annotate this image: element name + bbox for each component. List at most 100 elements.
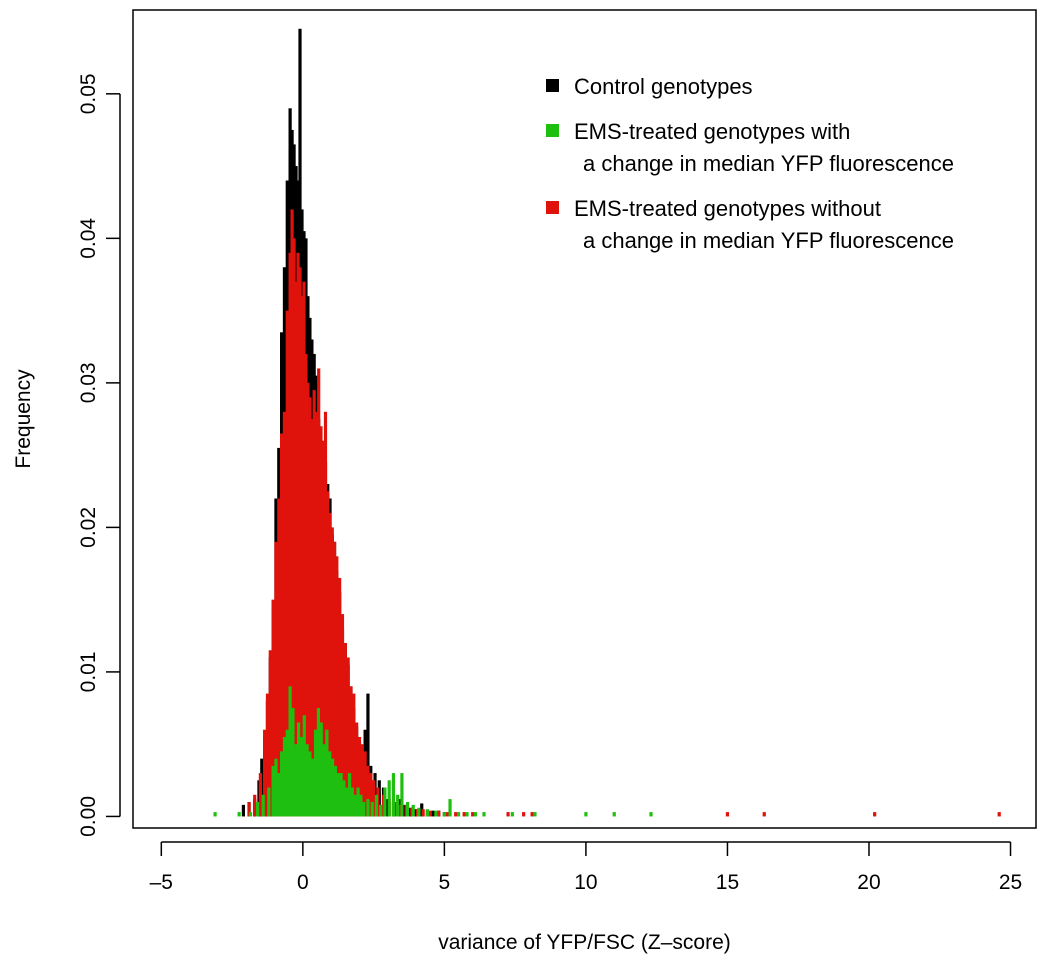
legend-label: EMS-treated genotypes with a change in me… <box>574 119 954 176</box>
histogram-bar <box>297 722 301 817</box>
histogram-bar <box>241 804 245 817</box>
histogram-bar <box>306 382 310 817</box>
histogram-bar <box>213 812 217 817</box>
histogram-bar <box>323 411 328 817</box>
histogram-bar <box>338 577 342 817</box>
histogram-bar <box>288 686 292 817</box>
legend-swatch <box>546 201 559 214</box>
histogram-bar <box>997 812 1001 817</box>
histogram-bar <box>462 812 466 817</box>
histogram-bar <box>434 810 438 817</box>
histogram-bar <box>328 512 332 817</box>
series-1 <box>247 209 1001 817</box>
histogram-bar <box>332 541 337 817</box>
histogram-bar <box>522 812 526 817</box>
y-axis-title: Frequency <box>12 369 35 469</box>
histogram-bar <box>263 729 267 817</box>
histogram-bar <box>298 267 302 817</box>
histogram-bar <box>445 812 449 817</box>
legend-entry-2: EMS-treated genotypes without a change in… <box>546 196 954 253</box>
histogram-bar <box>347 773 352 817</box>
histogram-bar <box>425 809 429 817</box>
histogram-bar <box>369 773 373 817</box>
histogram-bar <box>265 693 270 817</box>
histogram-bar <box>308 751 312 817</box>
x-tick-label: 5 <box>439 871 451 894</box>
histogram-bar <box>356 787 360 817</box>
histogram-bar <box>274 758 278 817</box>
x-tick-label: –5 <box>150 871 173 894</box>
histogram-bar <box>311 758 315 817</box>
histogram-bar <box>274 541 278 817</box>
x-tick-label: 0 <box>297 871 309 894</box>
histogram-bar <box>456 812 461 817</box>
histogram-bar <box>271 599 275 817</box>
histogram-bar <box>437 810 441 817</box>
legend-swatch <box>546 124 559 137</box>
histogram-bar <box>428 810 432 817</box>
histogram-bar <box>294 281 298 817</box>
histogram-bar <box>292 238 296 817</box>
y-tick-label: 0.04 <box>77 218 100 259</box>
series-2 <box>213 686 653 817</box>
histogram-bar <box>271 765 275 817</box>
legend-entry-0: Control genotypes <box>546 74 753 99</box>
x-tick-label: 15 <box>716 871 739 894</box>
histogram-bar <box>366 799 370 817</box>
histogram-bar <box>294 744 298 817</box>
legend-swatch <box>546 79 559 92</box>
histogram-bar <box>355 722 359 817</box>
histogram-bar <box>383 787 387 817</box>
histogram-bar <box>319 426 323 817</box>
histogram-bar <box>290 209 294 817</box>
histogram-bar <box>302 715 306 817</box>
histogram-bar <box>314 411 319 817</box>
histogram-bar <box>282 411 287 817</box>
histogram-bar <box>253 794 257 817</box>
histogram-bar <box>473 812 478 817</box>
histogram-bar <box>762 812 766 817</box>
histogram-bar <box>533 812 537 817</box>
x-tick-label: 25 <box>999 871 1022 894</box>
histogram-bar <box>465 812 469 817</box>
histogram-bar <box>346 657 350 817</box>
histogram-bar <box>363 751 367 817</box>
histogram-bar <box>442 812 446 817</box>
x-axis: –5 0 5 10 15 20 25 <box>150 841 1022 894</box>
histogram-bar <box>387 780 391 817</box>
histogram-bar <box>319 722 323 817</box>
histogram-bar <box>310 419 314 817</box>
y-tick-label: 0.05 <box>77 73 100 114</box>
y-tick-label: 0.01 <box>77 651 100 692</box>
histogram-bar <box>328 751 332 817</box>
histogram-bar <box>339 773 343 817</box>
histogram-bar <box>350 787 354 817</box>
histogram-bar <box>325 729 329 817</box>
legend-label: EMS-treated genotypes without a change in… <box>574 196 954 253</box>
histogram-bar <box>510 812 514 817</box>
x-axis-title: variance of YFP/FSC (Z–score) <box>438 931 731 954</box>
histogram-bar <box>345 787 349 817</box>
histogram-bar <box>261 794 265 817</box>
histogram-bar <box>277 498 281 817</box>
histogram-bar <box>333 765 337 817</box>
histogram-bar <box>873 812 877 817</box>
histogram-bar <box>530 812 534 817</box>
histogram-bar <box>396 794 400 817</box>
histogram-bar <box>321 440 325 817</box>
histogram-bar <box>349 686 353 817</box>
histogram-bar <box>454 812 458 817</box>
histogram-bar <box>471 812 475 817</box>
histogram-bar <box>400 773 404 817</box>
histogram-bar <box>417 807 421 817</box>
histogram-bar <box>448 799 452 817</box>
histogram-bar <box>247 801 251 817</box>
histogram-bar <box>326 491 330 817</box>
histogram-bar <box>267 787 271 817</box>
histogram-bar <box>357 736 362 817</box>
histogram-bar <box>312 390 316 817</box>
histogram-bar <box>379 804 383 817</box>
histogram-bar <box>285 310 289 817</box>
histogram-bar <box>372 780 376 817</box>
histogram-bar <box>649 812 653 817</box>
